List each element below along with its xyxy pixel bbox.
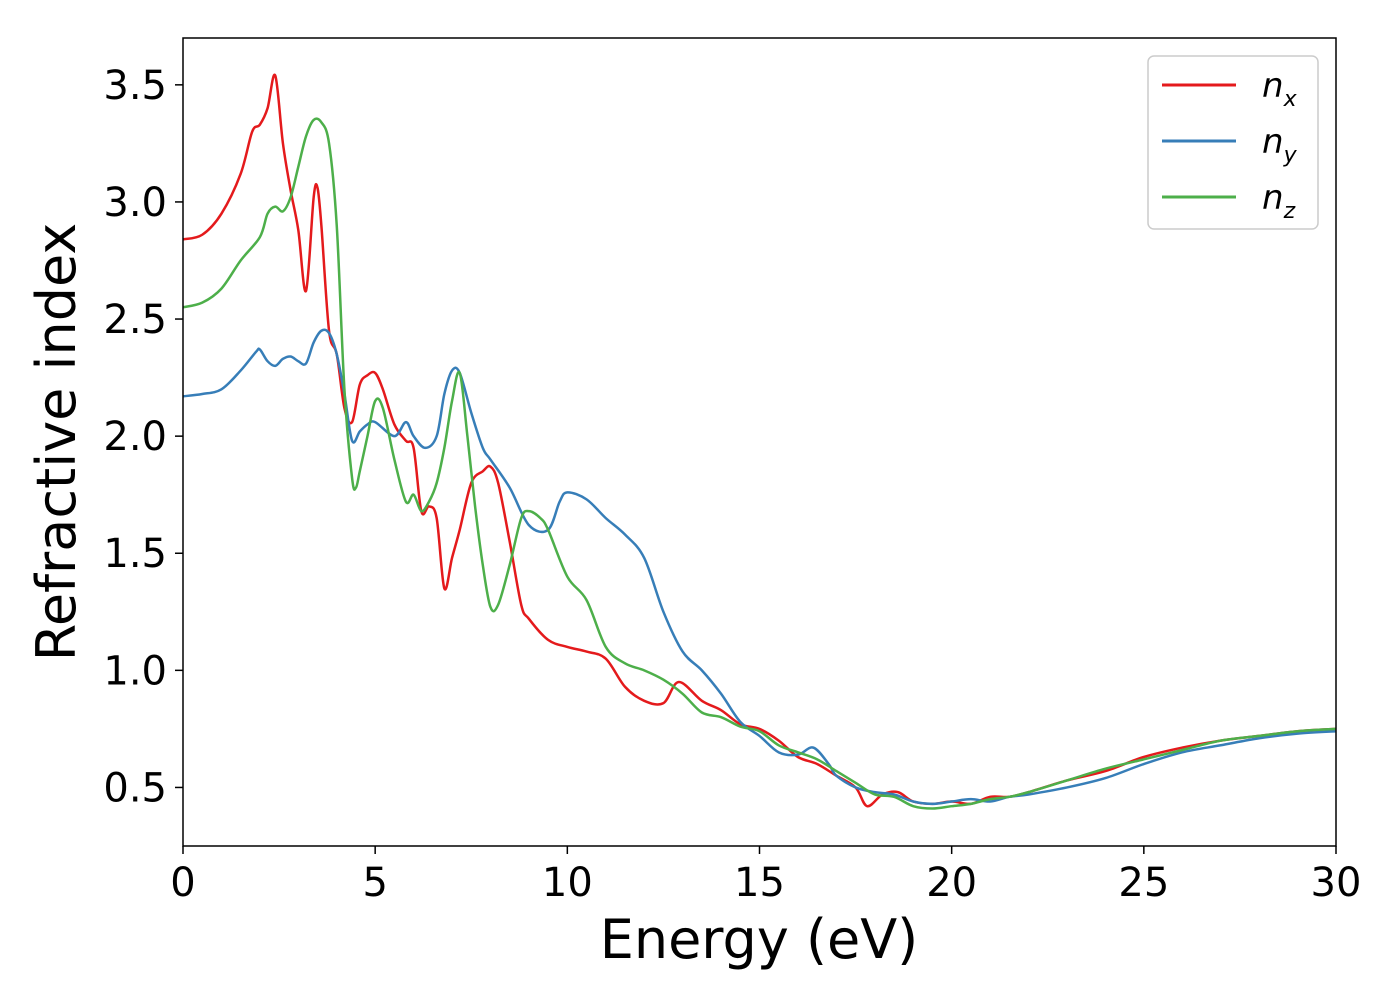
y-tick-label: 2.0 — [103, 414, 167, 460]
x-axis-label: Energy (eV) — [600, 908, 919, 971]
y-tick-label: 3.0 — [103, 180, 167, 226]
y-tick-label: 1.0 — [103, 648, 167, 694]
x-axis-ticks: 0 5 10 15 20 25 30 — [170, 846, 1361, 906]
x-tick-label: 20 — [926, 860, 977, 906]
y-axis-label: Refractive index — [25, 223, 88, 662]
legend-label-z: nz — [1262, 178, 1296, 224]
x-tick-label: 15 — [734, 860, 785, 906]
y-axis-ticks: 0.5 1.0 1.5 2.0 2.5 3.0 3.5 — [103, 63, 183, 811]
series-line-y — [183, 328, 1336, 806]
series-line-z — [183, 117, 1336, 810]
x-tick-label: 5 — [362, 860, 387, 906]
x-tick-label: 25 — [1118, 860, 1169, 906]
x-tick-label: 30 — [1311, 860, 1362, 906]
y-tick-label: 0.5 — [103, 765, 167, 811]
x-tick-label: 10 — [542, 860, 593, 906]
series-layer — [183, 73, 1336, 810]
y-tick-label: 2.5 — [103, 297, 167, 343]
y-tick-label: 1.5 — [103, 531, 167, 577]
y-tick-label: 3.5 — [103, 63, 167, 109]
x-tick-label: 0 — [170, 860, 195, 906]
